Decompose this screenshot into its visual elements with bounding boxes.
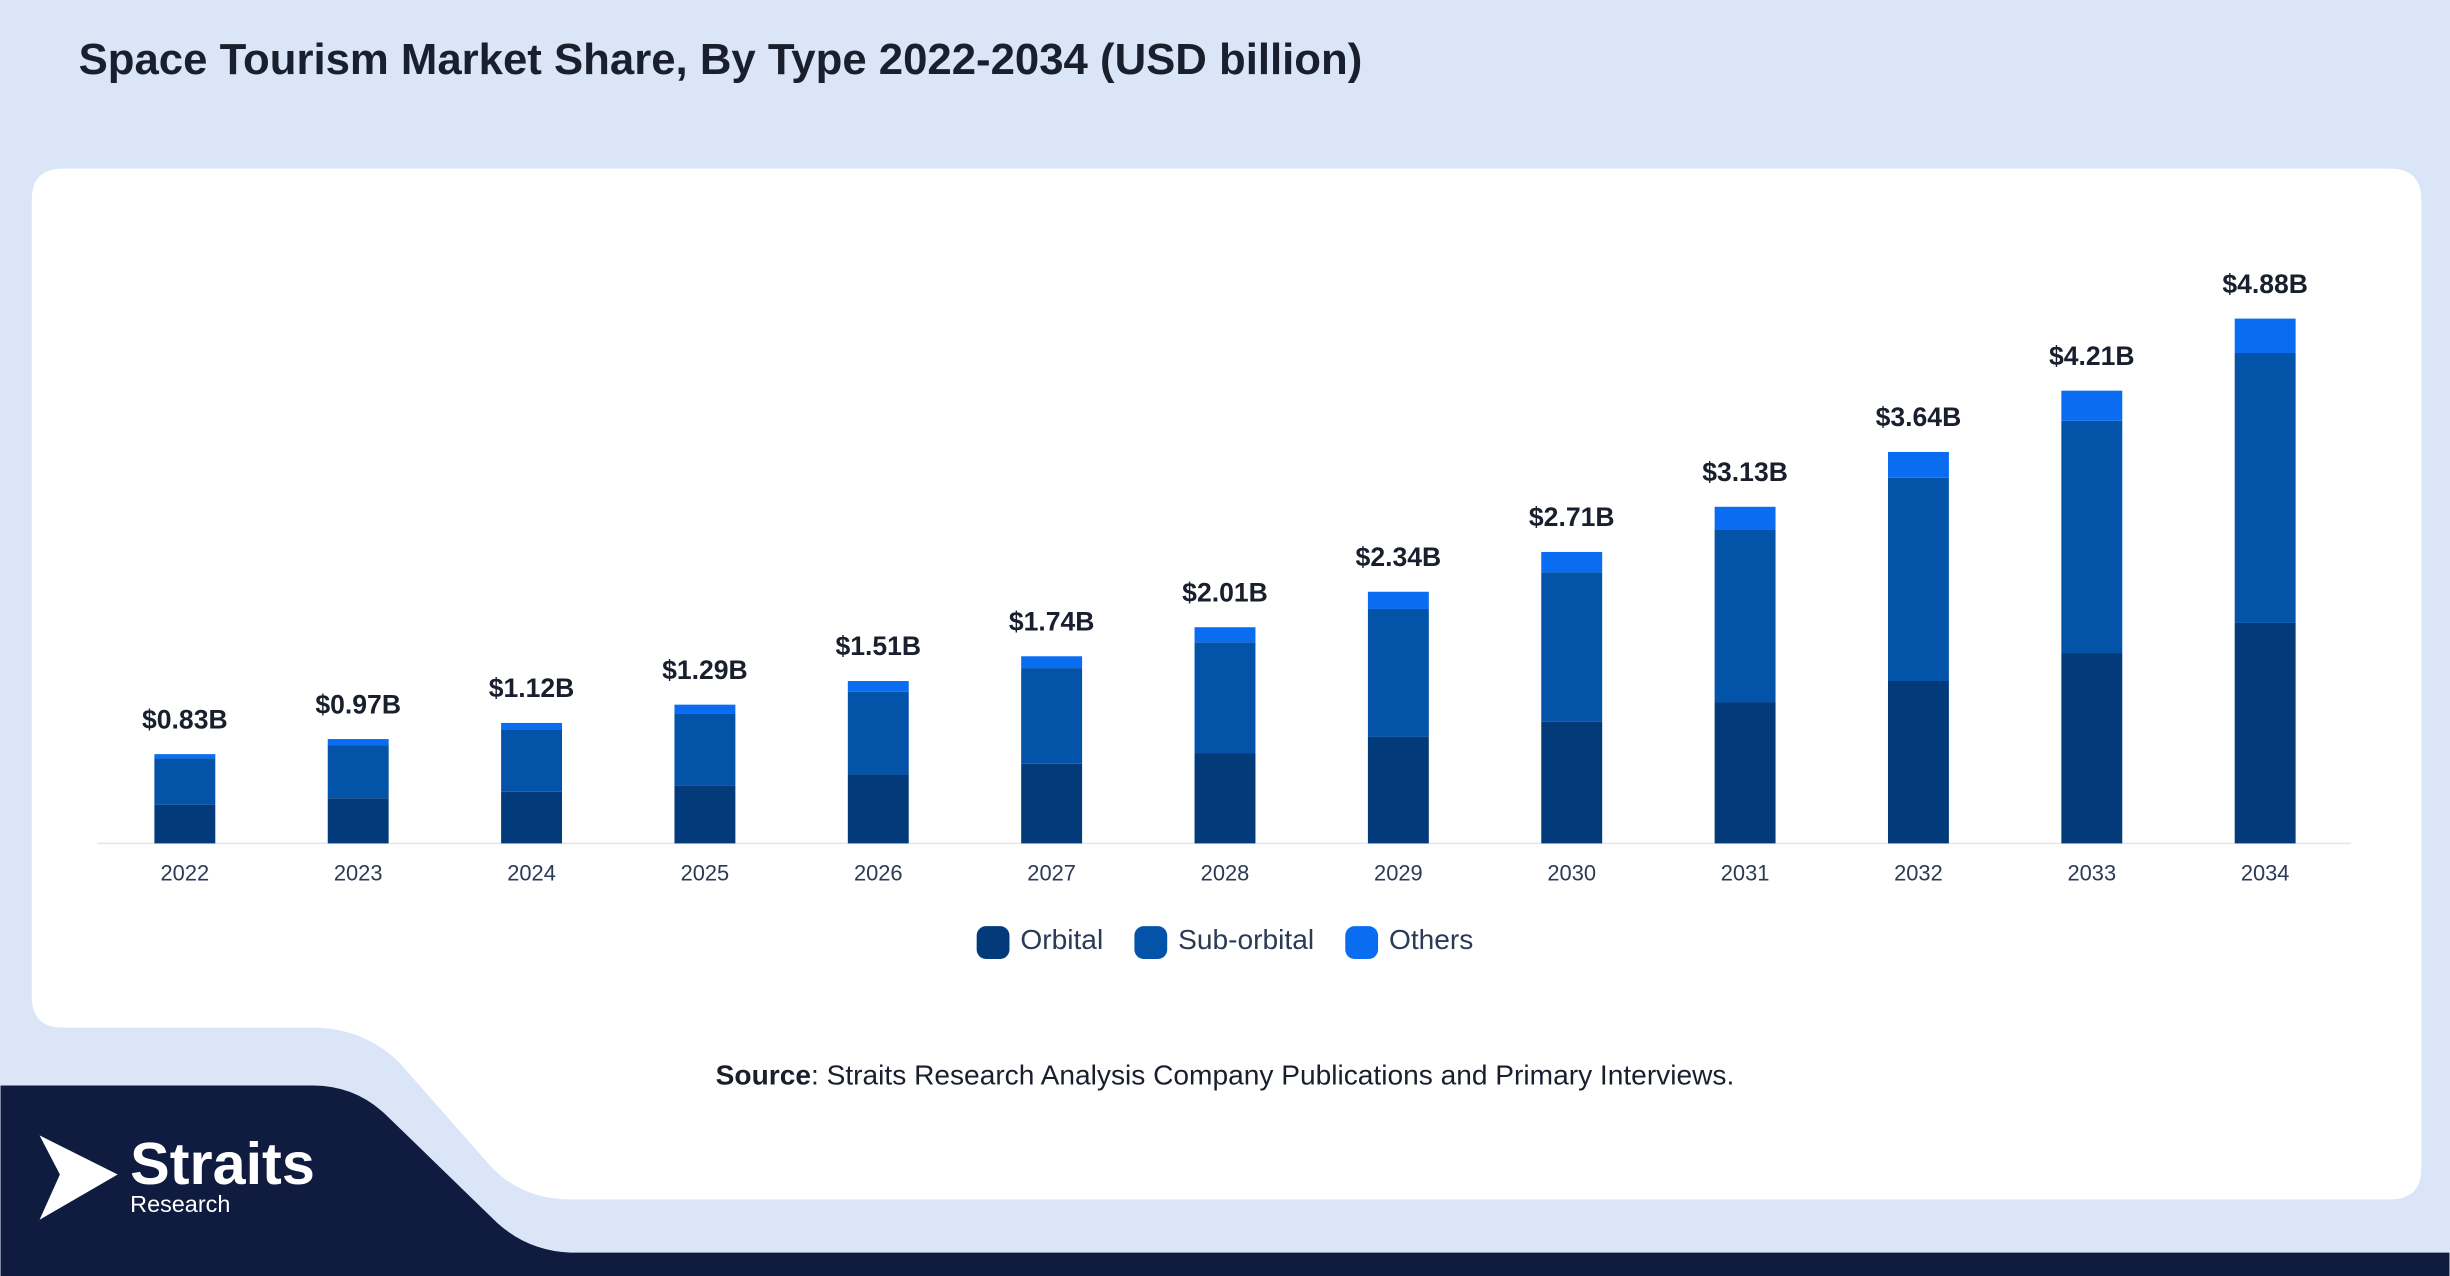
logo-name: Straits bbox=[130, 1130, 315, 1197]
bar-segment bbox=[1367, 736, 1429, 844]
chart-title: Space Tourism Market Share, By Type 2022… bbox=[79, 35, 1363, 84]
bar-segment bbox=[674, 704, 736, 714]
bar-segment bbox=[2234, 353, 2296, 623]
bar-segment bbox=[1887, 451, 1949, 478]
bar-segment bbox=[501, 722, 563, 730]
total-label: $3.64B bbox=[1876, 402, 1962, 432]
bar-segment bbox=[327, 745, 389, 799]
x-tick-label: 2034 bbox=[2241, 860, 2290, 885]
legend-label: Others bbox=[1389, 924, 1473, 955]
legend-label: Sub-orbital bbox=[1178, 924, 1314, 955]
bar-segment bbox=[1367, 591, 1429, 609]
legend-swatch bbox=[1345, 926, 1379, 959]
bar-segment bbox=[501, 791, 563, 844]
bar-segment bbox=[2061, 420, 2123, 654]
bar-segment bbox=[1194, 753, 1256, 844]
bar-segment bbox=[1714, 702, 1776, 844]
bar-segment bbox=[1714, 506, 1776, 530]
logo-icon bbox=[39, 1135, 118, 1220]
bar-segment bbox=[847, 774, 909, 844]
bar-segment bbox=[1887, 681, 1949, 844]
bar-segment bbox=[1367, 608, 1429, 737]
x-tick-label: 2027 bbox=[1027, 860, 1076, 885]
total-label: $2.01B bbox=[1182, 577, 1268, 607]
bar-segment bbox=[1021, 668, 1083, 764]
bar-segment bbox=[501, 729, 563, 792]
bar-segment bbox=[154, 804, 216, 844]
total-label: $2.71B bbox=[1529, 502, 1615, 532]
x-tick-label: 2032 bbox=[1894, 860, 1943, 885]
bar-segment bbox=[327, 798, 389, 844]
total-label: $4.21B bbox=[2049, 341, 2135, 371]
total-label: $4.88B bbox=[2222, 269, 2308, 299]
x-tick-label: 2028 bbox=[1201, 860, 1250, 885]
total-label: $0.97B bbox=[315, 689, 401, 719]
bar-segment bbox=[2061, 653, 2123, 844]
logo-tagline: Research bbox=[130, 1191, 230, 1217]
bar-segment bbox=[2234, 318, 2296, 354]
bar-segment bbox=[1714, 529, 1776, 703]
bar-segment bbox=[1021, 656, 1083, 669]
bar-segment bbox=[1194, 627, 1256, 643]
bar-segment bbox=[154, 758, 216, 805]
bar-segment bbox=[1541, 721, 1603, 844]
total-label: $1.74B bbox=[1009, 606, 1095, 636]
bar-segment bbox=[1887, 477, 1949, 682]
footer-band bbox=[0, 1085, 2450, 1276]
legend-label: Orbital bbox=[1020, 924, 1103, 955]
bar-segment bbox=[2234, 622, 2296, 844]
total-label: $1.29B bbox=[662, 655, 748, 685]
x-tick-label: 2026 bbox=[854, 860, 903, 885]
bar-segment bbox=[847, 691, 909, 775]
total-label: $1.12B bbox=[489, 673, 575, 703]
source: Source: Straits Research Analysis Compan… bbox=[716, 1060, 1735, 1091]
bar-segment bbox=[1541, 572, 1603, 722]
x-tick-label: 2030 bbox=[1547, 860, 1596, 885]
x-tick-label: 2031 bbox=[1721, 860, 1770, 885]
bar-segment bbox=[1021, 763, 1083, 844]
x-tick-label: 2024 bbox=[507, 860, 556, 885]
bar-segment bbox=[1541, 551, 1603, 573]
x-tick-label: 2029 bbox=[1374, 860, 1423, 885]
total-label: $0.83B bbox=[142, 704, 228, 734]
bar-segment bbox=[674, 785, 736, 844]
total-label: $1.51B bbox=[835, 631, 921, 661]
x-tick-label: 2022 bbox=[161, 860, 210, 885]
x-tick-label: 2033 bbox=[2067, 860, 2116, 885]
bar-segment bbox=[2061, 390, 2123, 421]
bar-segment bbox=[847, 681, 909, 692]
legend-swatch bbox=[1134, 926, 1168, 959]
bar-segment bbox=[674, 713, 736, 786]
bar-segment bbox=[154, 754, 216, 759]
source-text: : Straits Research Analysis Company Publ… bbox=[811, 1060, 1734, 1091]
bar-segment bbox=[327, 739, 389, 746]
source-label: Source bbox=[716, 1060, 811, 1091]
legend-swatch bbox=[976, 926, 1010, 959]
x-tick-label: 2023 bbox=[334, 860, 383, 885]
x-tick-label: 2025 bbox=[681, 860, 730, 885]
bar-segment bbox=[1194, 642, 1256, 754]
total-label: $3.13B bbox=[1702, 457, 1788, 487]
total-label: $2.34B bbox=[1356, 542, 1442, 572]
